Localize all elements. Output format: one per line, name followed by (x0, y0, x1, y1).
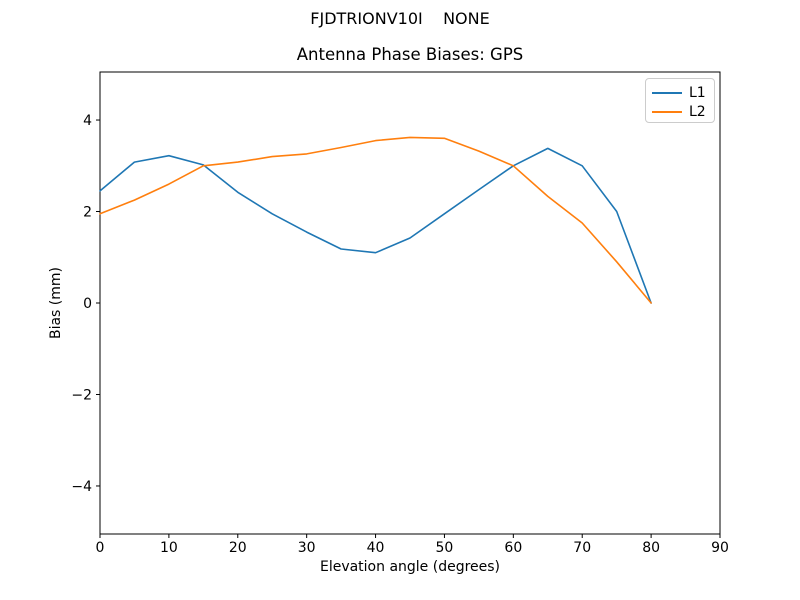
legend-swatch-l2 (652, 110, 682, 113)
y-tick-label: −4 (71, 479, 92, 495)
y-tick-label: 2 (83, 205, 92, 221)
axes-spines (99, 71, 721, 535)
legend-label-l1: L1 (689, 84, 706, 101)
x-tick-label: 0 (96, 540, 105, 556)
x-tick-label: 40 (367, 540, 385, 556)
legend-item: L2 (652, 102, 708, 121)
legend: L1 L2 (645, 78, 715, 123)
y-axis-label: Bias (mm) (48, 266, 64, 340)
x-tick-label: 60 (504, 540, 522, 556)
x-tick-label: 30 (298, 540, 316, 556)
series-line-l2 (99, 136, 652, 304)
x-tick-label: 20 (229, 540, 247, 556)
x-tick-label: 90 (711, 540, 729, 556)
legend-swatch-l1 (652, 91, 682, 94)
y-tick-label: 4 (83, 113, 92, 129)
x-axis-label: Elevation angle (degrees) (319, 559, 501, 575)
x-tick-label: 10 (160, 540, 178, 556)
legend-label-l2: L2 (689, 103, 706, 120)
legend-item: L1 (652, 83, 708, 102)
figure-suptitle: FJDTRIONV10I NONE (310, 9, 490, 28)
x-tick-label: 80 (642, 540, 660, 556)
y-tick-label: 0 (83, 296, 92, 312)
series-line-l1 (99, 147, 652, 304)
x-tick-label: 50 (436, 540, 454, 556)
chart-title: Antenna Phase Biases: GPS (296, 45, 524, 64)
x-tick-label: 70 (573, 540, 591, 556)
y-tick-label: −2 (71, 387, 92, 403)
